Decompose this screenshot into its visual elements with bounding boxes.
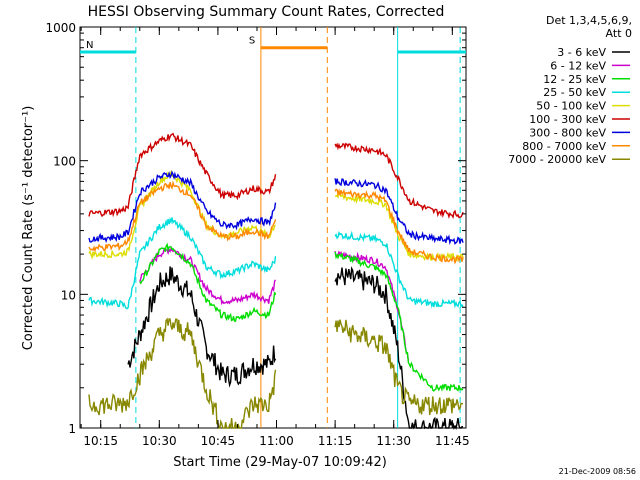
series-line-7000-20000-kev xyxy=(88,317,277,429)
legend-label-1: 6 - 12 keV xyxy=(550,59,606,72)
x-tick-labels: 10:15 10:30 10:45 11:00 11:15 11:30 11:45 xyxy=(83,434,469,448)
y-tick-label-2: 100 xyxy=(53,155,76,169)
legend-header-line-1: Det 1,3,4,5,6,9, xyxy=(546,14,632,27)
x-tick-label-1: 10:30 xyxy=(142,434,177,448)
y-tick-label-1: 10 xyxy=(61,288,76,302)
series-line-7000-20000-kev xyxy=(334,319,463,416)
series-line-800-7000-kev xyxy=(334,187,464,265)
series-line-100-300-kev xyxy=(88,132,277,218)
y-tick-label-3: 1000 xyxy=(45,21,76,35)
series-line-300-800-kev xyxy=(334,178,464,246)
series-line-3-6-kev xyxy=(127,266,277,388)
series-line-12-25-kev xyxy=(334,251,464,392)
legend-label-8: 7000 - 20000 keV xyxy=(508,153,606,166)
legend-label-4: 50 - 100 keV xyxy=(536,100,606,113)
legend-label-3: 25 - 50 keV xyxy=(543,86,606,99)
series-line-25-50-kev xyxy=(334,230,464,309)
legend-label-2: 12 - 25 keV xyxy=(543,73,606,86)
legend-label-0: 3 - 6 keV xyxy=(557,46,606,59)
x-tick-label-4: 11:15 xyxy=(318,434,353,448)
y-tick-labels: 1 10 100 1000 xyxy=(45,21,76,436)
x-tick-label-5: 11:30 xyxy=(376,434,411,448)
footer-date: 21-Dec-2009 08:56 xyxy=(559,467,636,476)
y-tick-label-0: 1 xyxy=(68,422,76,436)
x-tick-label-3: 11:00 xyxy=(259,434,294,448)
series-lines xyxy=(88,132,464,430)
series-line-300-800-kev xyxy=(88,170,277,244)
legend-label-7: 800 - 7000 keV xyxy=(522,140,606,153)
legend-label-5: 100 - 300 keV xyxy=(529,113,606,126)
chart-title: HESSI Observing Summary Count Rates, Cor… xyxy=(88,4,445,20)
series-line-50-100-kev xyxy=(88,169,277,260)
series-line-3-6-kev xyxy=(334,266,464,430)
segment-bar-label-0: N xyxy=(86,40,93,51)
series-line-25-50-kev xyxy=(88,216,277,310)
segment-bar-label-2: S xyxy=(249,36,255,47)
plot-frame xyxy=(79,26,467,429)
series-line-100-300-kev xyxy=(334,142,464,220)
x-tick-label-0: 10:15 xyxy=(83,434,118,448)
y-axis-label: Corrected Count Rate (s⁻¹ detector⁻¹) xyxy=(21,106,36,351)
legend-header-line-2: Att 0 xyxy=(606,27,632,40)
x-axis-label: Start Time (29-May-07 10:09:42) xyxy=(173,455,387,470)
series-line-6-12-kev xyxy=(139,247,277,306)
x-tick-label-6: 11:45 xyxy=(435,434,470,448)
x-tick-label-2: 10:45 xyxy=(201,434,236,448)
series-line-50-100-kev xyxy=(334,191,464,263)
series-line-800-7000-kev xyxy=(88,180,277,253)
axis-ticks xyxy=(80,26,466,429)
series-line-12-25-kev xyxy=(139,242,277,323)
legend-label-6: 300 - 800 keV xyxy=(529,126,606,139)
